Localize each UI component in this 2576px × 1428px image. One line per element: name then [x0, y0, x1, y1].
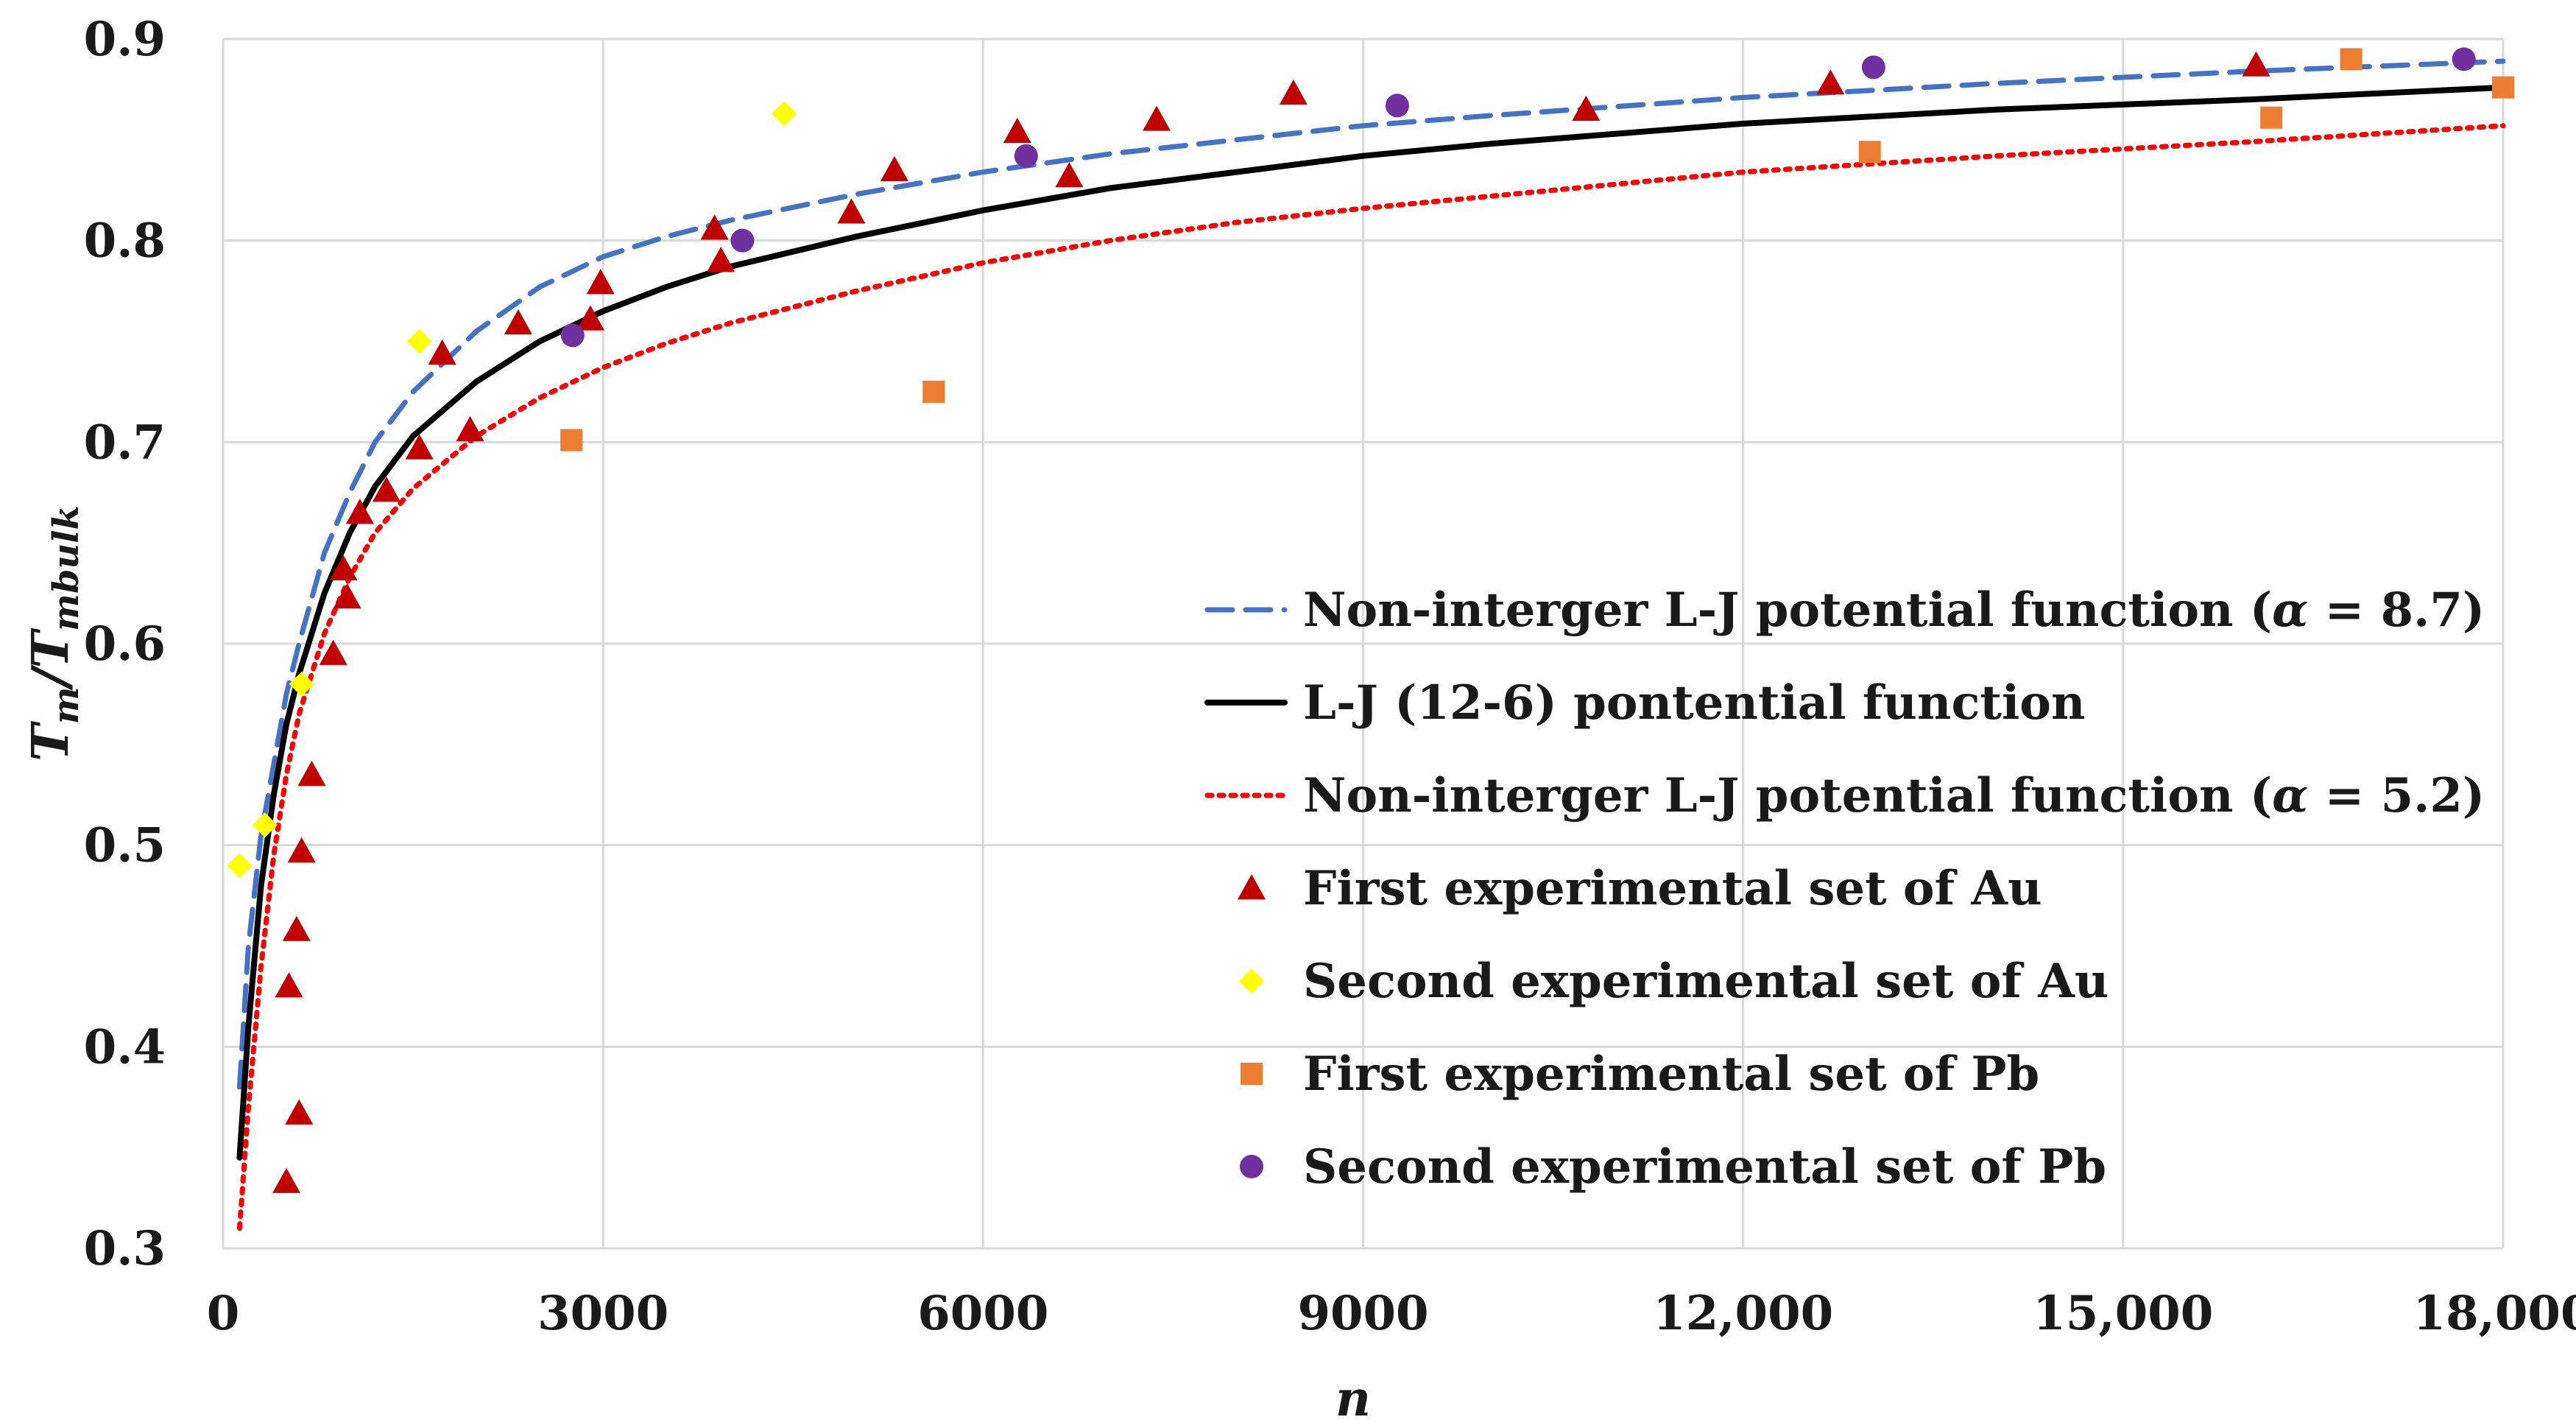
- second-experimental-set-of-pb-point: [1861, 55, 1885, 80]
- first-experimental-set-of-au-point: [880, 155, 908, 182]
- second-experimental-set-of-au-point: [289, 671, 314, 697]
- x-tick-label: 3000: [537, 1286, 668, 1341]
- legend-swatch-second-experimental-set-of-pb: [1240, 1155, 1263, 1178]
- y-tick-label: 0.7: [84, 415, 166, 470]
- grid: [222, 38, 2505, 1250]
- first-experimental-set-of-au-point: [1143, 105, 1171, 131]
- first-experimental-set-of-au-point: [428, 339, 456, 365]
- second-experimental-set-of-pb-point: [1385, 94, 1409, 118]
- first-experimental-set-of-au-point: [2242, 51, 2270, 77]
- first-experimental-set-of-au-point: [1055, 162, 1084, 188]
- y-axis-title: Tm/Tmbulk: [21, 505, 87, 762]
- first-experimental-set-of-au-point: [1279, 79, 1308, 105]
- first-experimental-set-of-au-point: [285, 1099, 314, 1125]
- y-tick-label: 0.8: [84, 214, 166, 269]
- legend: Non-interger L-J potential function (α =…: [1204, 583, 2485, 1195]
- legend-label-second-experimental-set-of-pb: Second experimental set of Pb: [1303, 1139, 2106, 1195]
- first-experimental-set-of-au-point: [1572, 95, 1601, 121]
- first-experimental-set-of-au-point: [456, 415, 484, 442]
- first-experimental-set-of-au-point: [504, 309, 532, 335]
- first-experimental-set-of-pb-point: [2260, 106, 2283, 129]
- second-experimental-set-of-au-point: [227, 853, 253, 879]
- second-experimental-set-of-au-point: [772, 101, 797, 127]
- first-experimental-set-of-au-point: [707, 247, 735, 272]
- first-experimental-set-of-au-point: [345, 499, 374, 524]
- legend-label-l-j-12-6-pontential-function: L-J (12-6) pontential function: [1303, 675, 2086, 731]
- first-experimental-set-of-au-point: [405, 434, 434, 460]
- marker-layer: [227, 47, 2514, 1193]
- x-tick-label: 18,000: [2413, 1286, 2576, 1341]
- first-experimental-set-of-pb-point: [922, 380, 945, 403]
- second-experimental-set-of-au-point: [252, 812, 278, 838]
- y-tick-label: 0.4: [84, 1019, 166, 1074]
- first-experimental-set-of-au-point: [297, 760, 326, 787]
- y-tick-label: 0.6: [84, 616, 166, 672]
- legend-label-second-experimental-set-of-au: Second experimental set of Au: [1303, 954, 2109, 1009]
- first-experimental-set-of-au-point: [372, 476, 400, 502]
- first-experimental-set-of-au-point: [837, 198, 866, 224]
- y-tick-label: 0.9: [84, 12, 166, 67]
- first-experimental-set-of-au-point: [1816, 69, 1845, 95]
- curve-non-interger-l-j-potential-function-8-7: [236, 58, 2506, 1090]
- second-experimental-set-of-pb-point: [730, 228, 755, 253]
- legend-swatch-second-experimental-set-of-au: [1239, 968, 1264, 993]
- first-experimental-set-of-au-point: [329, 555, 358, 580]
- first-experimental-set-of-au-point: [272, 1167, 301, 1193]
- first-experimental-set-of-au-point: [700, 214, 729, 240]
- x-tick-label: 9000: [1297, 1286, 1428, 1341]
- first-experimental-set-of-pb-point: [2492, 76, 2514, 99]
- first-experimental-set-of-au-point: [282, 915, 311, 941]
- first-experimental-set-of-au-point: [319, 639, 347, 665]
- first-experimental-set-of-pb-point: [560, 429, 583, 451]
- x-tick-label: 0: [207, 1286, 240, 1341]
- second-experimental-set-of-au-point: [406, 328, 432, 354]
- x-tick-label: 6000: [917, 1286, 1048, 1341]
- first-experimental-set-of-au-point: [287, 837, 316, 863]
- y-tick-label: 0.3: [84, 1221, 166, 1276]
- first-experimental-set-of-au-point: [586, 269, 615, 295]
- tick-labels: 0.3 0.4 0.5 0.6 0.7 0.8 0.9 0 3000 6000 9000 12,000…: [84, 12, 2576, 1341]
- x-tick-label: 15,000: [2033, 1286, 2213, 1341]
- first-experimental-set-of-au-point: [275, 972, 303, 998]
- legend-swatch-first-experimental-set-of-pb: [1241, 1063, 1263, 1085]
- first-experimental-set-of-pb-point: [2340, 48, 2362, 71]
- x-axis-title: n: [1335, 1370, 1371, 1427]
- y-tick-label: 0.5: [84, 818, 166, 873]
- second-experimental-set-of-pb-point: [2452, 47, 2476, 71]
- legend-label-non-interger-l-j-potential-function-5-2: Non-interger L-J potential function (α =…: [1303, 768, 2485, 823]
- first-experimental-set-of-au-point: [576, 305, 604, 331]
- first-experimental-set-of-pb-point: [1858, 141, 1881, 163]
- second-experimental-set-of-pb-point: [560, 323, 585, 348]
- curve-non-interger-l-j-potential-function-5-2: [236, 123, 2506, 1231]
- x-tick-label: 12,000: [1653, 1286, 1833, 1341]
- legend-label-non-interger-l-j-potential-function-8-7: Non-interger L-J potential function (α =…: [1303, 583, 2485, 638]
- legend-swatch-first-experimental-set-of-au: [1238, 874, 1266, 900]
- second-experimental-set-of-pb-point: [1014, 144, 1038, 168]
- first-experimental-set-of-au-point: [333, 583, 361, 609]
- curve-l-j-12-6-pontential-function: [236, 84, 2506, 1161]
- curve-layer: [236, 58, 2506, 1231]
- first-experimental-set-of-au-point: [1003, 117, 1031, 144]
- legend-label-first-experimental-set-of-pb: First experimental set of Pb: [1303, 1047, 2039, 1102]
- legend-label-first-experimental-set-of-au: First experimental set of Au: [1303, 861, 2042, 916]
